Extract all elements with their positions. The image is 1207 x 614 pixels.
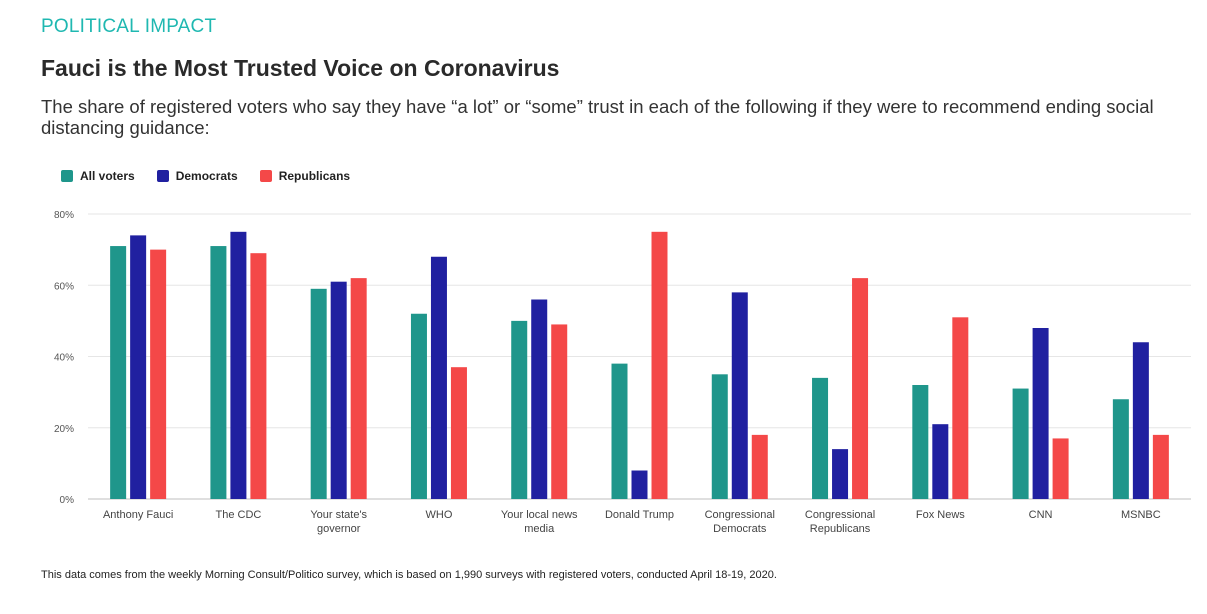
x-tick-label: Congressional Democrats xyxy=(705,509,775,535)
y-tick-label: 20% xyxy=(54,424,74,435)
bar xyxy=(731,292,748,499)
x-tick-label: Your state's governor xyxy=(310,509,367,535)
x-tick-label-line: Democrats xyxy=(713,523,767,535)
bar xyxy=(350,278,367,499)
bar xyxy=(1012,388,1029,499)
bar xyxy=(952,317,969,499)
legend-swatch-republicans xyxy=(259,170,272,182)
bar xyxy=(1032,328,1049,499)
bar xyxy=(751,434,768,499)
x-tick-label-line: Congressional xyxy=(705,509,775,521)
bar xyxy=(310,288,327,499)
x-tick-label-line: Fox News xyxy=(916,509,965,521)
bar xyxy=(410,313,427,499)
x-tick-label: MSNBC xyxy=(1121,509,1161,521)
bar xyxy=(1052,438,1069,499)
legend: All voters Democrats Republicans xyxy=(61,169,372,183)
legend-item-republicans[interactable]: Republicans xyxy=(259,169,351,183)
bar xyxy=(711,374,728,499)
x-tick-label-line: media xyxy=(524,523,555,535)
x-tick-label-line: MSNBC xyxy=(1121,509,1161,521)
bar xyxy=(912,385,929,499)
y-tick-label: 0% xyxy=(60,495,75,506)
bar xyxy=(210,246,227,499)
bar xyxy=(430,256,447,499)
bar xyxy=(611,363,628,499)
x-tick-label-line: The CDC xyxy=(215,509,261,521)
chart-title: Fauci is the Most Trusted Voice on Coron… xyxy=(41,55,560,81)
kicker: POLITICAL IMPACT xyxy=(41,16,217,37)
bar xyxy=(1152,434,1169,499)
bar xyxy=(450,367,467,499)
x-tick-label-line: Republicans xyxy=(810,523,871,535)
bar xyxy=(250,253,267,499)
x-tick-label-line: Your state's xyxy=(310,509,367,521)
x-tick-label: Congressional Republicans xyxy=(805,509,875,535)
chart-subtitle: The share of registered voters who say t… xyxy=(41,96,1154,138)
x-tick-label-line: Congressional xyxy=(805,509,875,521)
legend-label-republicans: Republicans xyxy=(278,169,351,183)
bar xyxy=(330,281,347,499)
legend-item-all-voters[interactable]: All voters xyxy=(61,169,135,183)
x-tick-label-line: Your local news xyxy=(501,509,578,521)
x-tick-label: The CDC xyxy=(215,509,261,521)
y-tick-label: 80% xyxy=(54,210,74,221)
y-tick-label: 40% xyxy=(54,353,74,364)
legend-swatch-democrats xyxy=(156,170,169,182)
legend-swatch-all-voters xyxy=(61,170,73,182)
x-tick-label-line: Donald Trump xyxy=(605,509,674,521)
x-tick-label: WHO xyxy=(426,509,453,521)
legend-label-all-voters: All voters xyxy=(80,169,135,183)
bar xyxy=(812,377,829,499)
x-tick-label-line: WHO xyxy=(426,509,453,521)
bar xyxy=(230,231,247,499)
bar xyxy=(932,424,949,499)
x-tick-label: Your local news media xyxy=(501,509,578,535)
bar xyxy=(1132,342,1149,499)
x-tick-label-line: governor xyxy=(317,523,361,535)
x-tick-label: Donald Trump xyxy=(605,509,674,521)
legend-item-democrats[interactable]: Democrats xyxy=(156,169,238,183)
x-tick-label: CNN xyxy=(1029,509,1053,521)
x-tick-label: Fox News xyxy=(916,509,965,521)
footnote: This data comes from the weekly Morning … xyxy=(41,569,777,581)
bar xyxy=(150,249,167,499)
y-tick-label: 60% xyxy=(54,281,74,292)
bar xyxy=(130,235,147,499)
bar xyxy=(511,320,528,499)
bar xyxy=(631,470,648,499)
bar xyxy=(1112,399,1129,499)
x-tick-label-line: Anthony Fauci xyxy=(103,509,173,521)
bar xyxy=(852,278,869,499)
bar xyxy=(832,449,849,499)
bar xyxy=(110,246,127,499)
bar xyxy=(651,231,668,499)
x-tick-label: Anthony Fauci xyxy=(103,509,173,521)
legend-label-democrats: Democrats xyxy=(175,169,238,183)
x-tick-label-line: CNN xyxy=(1029,509,1053,521)
bar xyxy=(531,299,548,499)
bar xyxy=(551,324,568,499)
